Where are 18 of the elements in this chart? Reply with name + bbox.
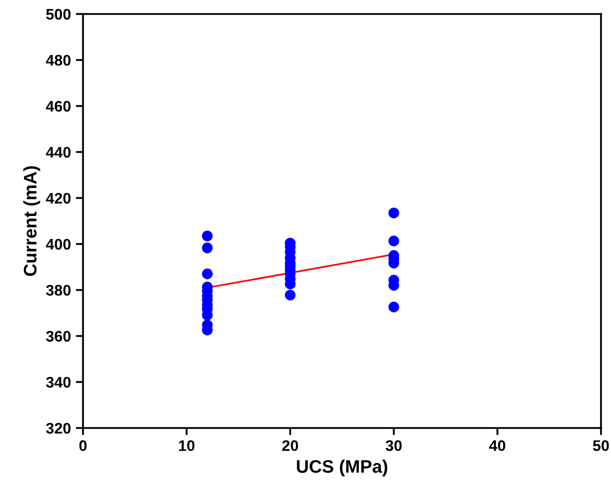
x-tick-label: 10 bbox=[179, 440, 194, 452]
y-tick-label: 420 bbox=[46, 192, 71, 204]
y-tick-label: 360 bbox=[46, 330, 71, 342]
y-tick-label: 480 bbox=[46, 54, 71, 66]
x-tick-label: 30 bbox=[386, 440, 402, 452]
x-axis-title: UCS (MPa) bbox=[296, 460, 388, 476]
x-tick-label: 20 bbox=[282, 440, 298, 452]
x-tick-label: 50 bbox=[592, 440, 609, 452]
y-tick-label: 500 bbox=[46, 8, 71, 20]
x-tick-label: 40 bbox=[489, 440, 506, 452]
y-tick-label: 400 bbox=[46, 238, 71, 250]
y-tick-label: 440 bbox=[46, 146, 71, 158]
y-tick-label: 320 bbox=[46, 422, 71, 434]
x-tick-label: 0 bbox=[79, 440, 87, 452]
y-tick-label: 340 bbox=[46, 376, 71, 388]
y-tick-label: 460 bbox=[46, 100, 71, 112]
y-tick-label: 380 bbox=[46, 284, 71, 296]
y-axis-title: Current (mA) bbox=[23, 166, 40, 276]
